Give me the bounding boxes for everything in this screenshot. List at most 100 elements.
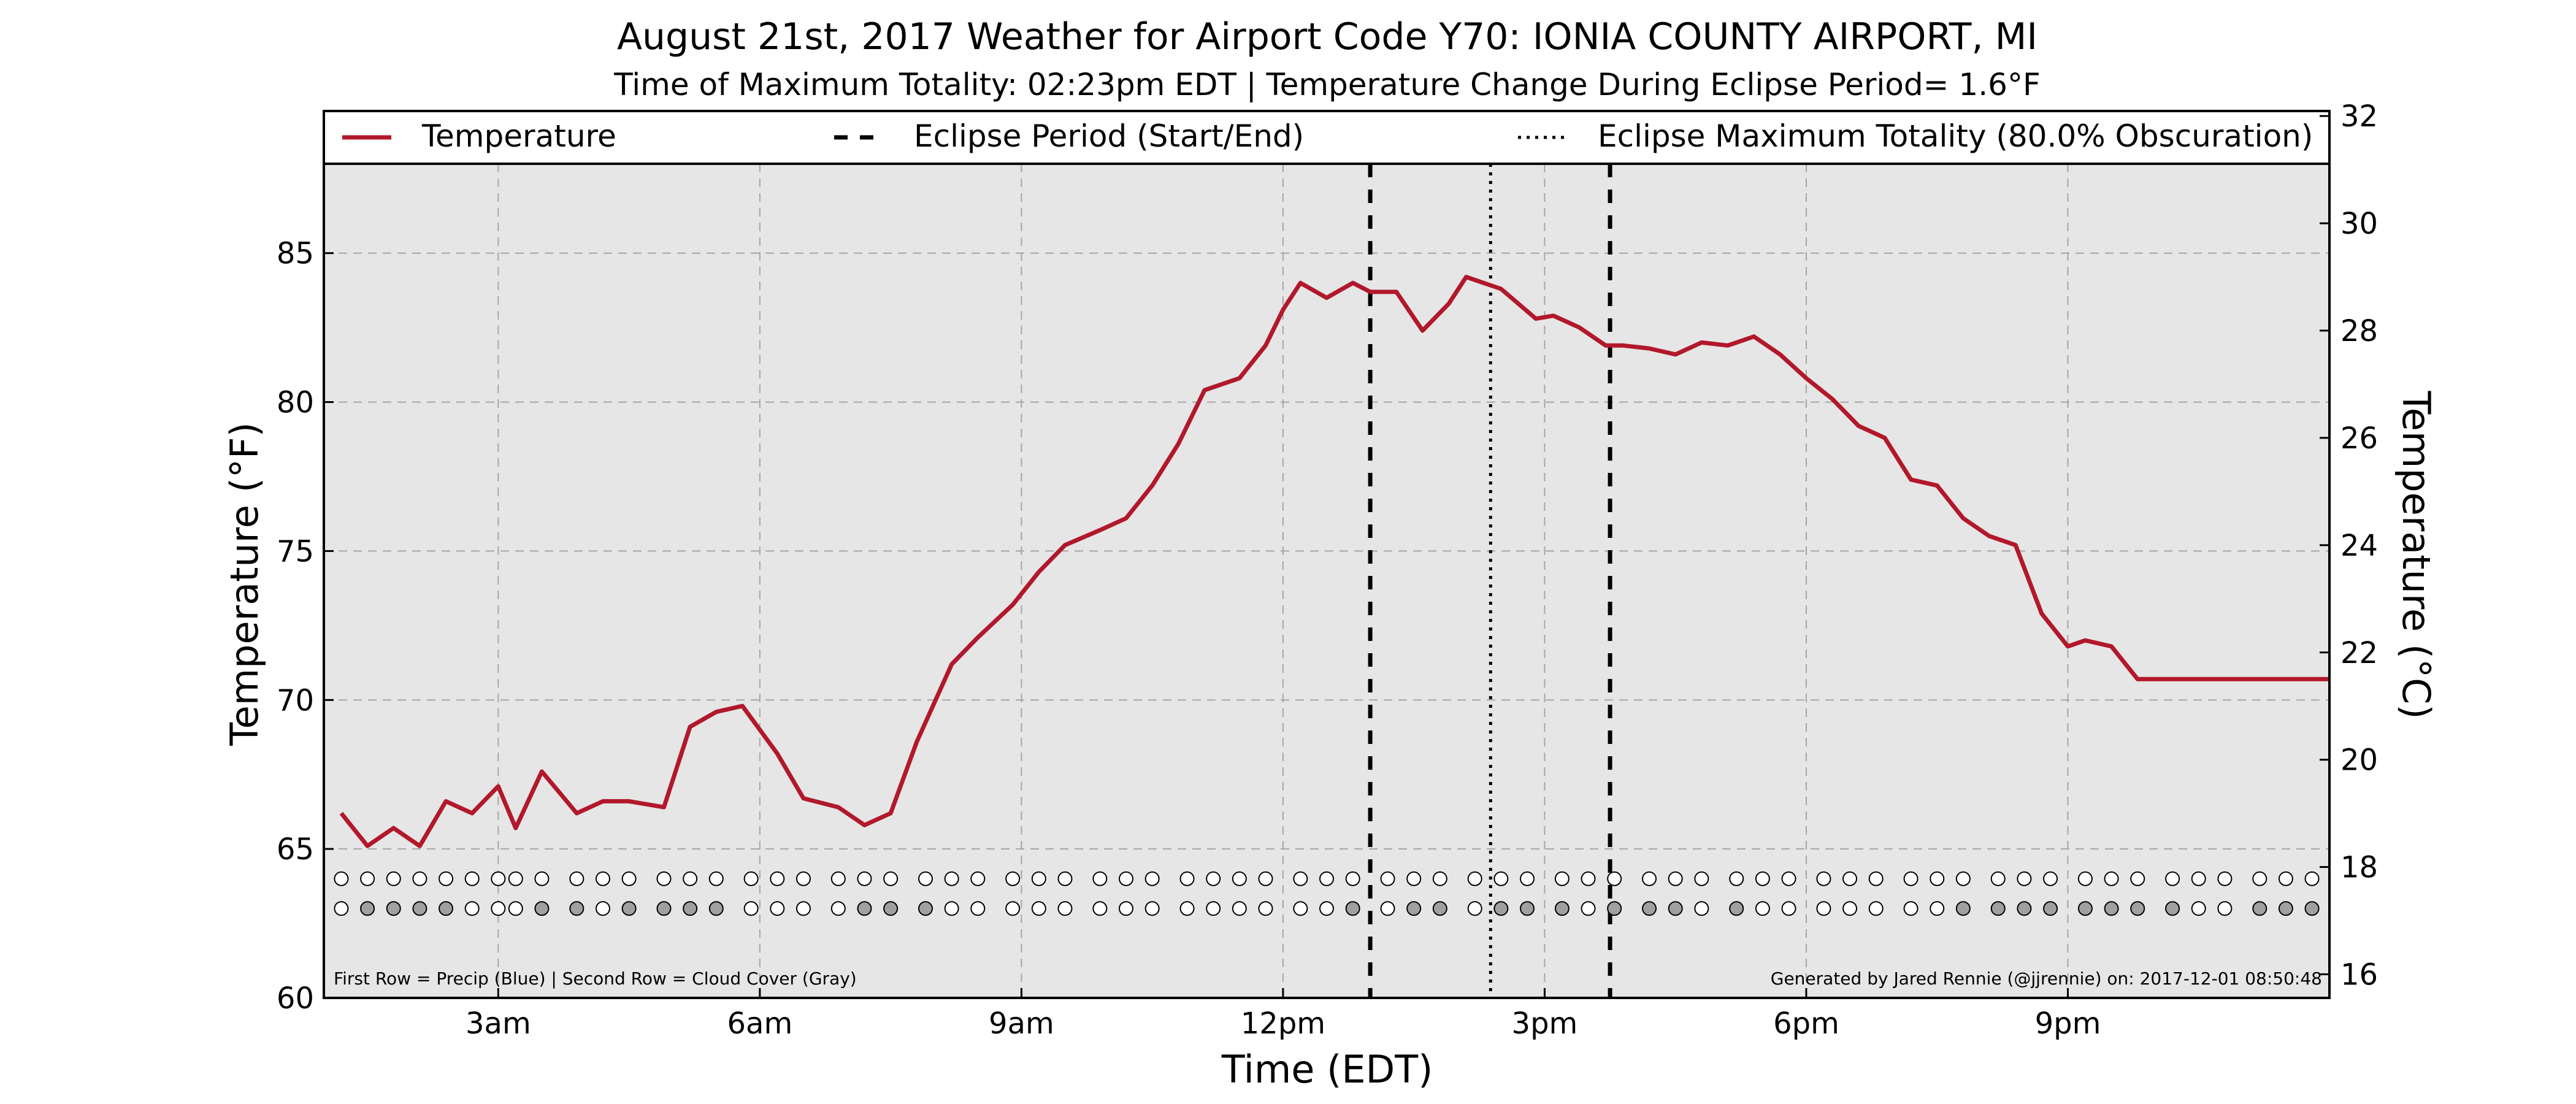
- cloud-cover-marker: [1345, 901, 1360, 916]
- precip-marker: [1990, 871, 2006, 886]
- precip-marker: [439, 871, 454, 886]
- precip-marker: [2017, 871, 2032, 886]
- precip-marker: [1694, 871, 1709, 886]
- footer-note-left: First Row = Precip (Blue) | Second Row =…: [334, 968, 857, 989]
- cloud-cover-marker: [1319, 901, 1334, 916]
- precip-marker: [2104, 871, 2119, 886]
- cloud-cover-marker: [970, 901, 986, 916]
- legend: Temperature Eclipse Period (Start/End) E…: [323, 110, 2331, 165]
- cloud-cover-marker: [621, 901, 637, 916]
- cloud-cover-marker: [1816, 901, 1831, 916]
- y-axis-label-left: Temperature (°F): [222, 422, 267, 746]
- precip-marker: [708, 871, 724, 886]
- precip-marker: [2278, 871, 2293, 886]
- footer-note-right: Generated by Jared Rennie (@jjrennie) on…: [1771, 968, 2322, 989]
- precip-marker: [1258, 871, 1273, 886]
- cloud-cover-marker: [1031, 901, 1046, 916]
- cloud-cover-marker: [2165, 901, 2180, 916]
- cloud-cover-marker: [1432, 901, 1447, 916]
- precip-marker: [1930, 871, 1945, 886]
- cloud-cover-marker: [1206, 901, 1221, 916]
- precip-marker: [1955, 871, 1971, 886]
- cloud-cover-marker: [1232, 901, 1247, 916]
- cloud-cover-marker: [1520, 901, 1535, 916]
- precip-marker: [1179, 871, 1195, 886]
- left-axis-ticks: 60 65 70 75 80 85: [277, 237, 334, 1016]
- cloud-cover-marker: [2130, 901, 2145, 916]
- cloud-cover-marker: [464, 901, 480, 916]
- cloud-cover-marker: [1293, 901, 1308, 916]
- cloud-cover-marker: [2104, 901, 2119, 916]
- precip-marker: [918, 871, 933, 886]
- cloud-cover-marker: [1179, 901, 1195, 916]
- cloud-cover-marker: [2077, 901, 2093, 916]
- series-layer: [339, 275, 2329, 848]
- x-tick-label: 3pm: [1512, 1006, 1578, 1041]
- legend-label-eclipse-period: Eclipse Period (Start/End): [914, 118, 1304, 154]
- precip-marker: [334, 871, 349, 886]
- precip-marker: [743, 871, 759, 886]
- precip-marker: [2304, 871, 2320, 886]
- left-tick-label: 85: [277, 237, 314, 271]
- x-tick-label: 9pm: [2035, 1006, 2101, 1041]
- precip-marker: [1868, 871, 1884, 886]
- precip-marker: [534, 871, 550, 886]
- precip-marker: [595, 871, 610, 886]
- precip-marker: [1642, 871, 1657, 886]
- right-tick-label: 20: [2340, 743, 2378, 778]
- cloud-cover-marker: [1493, 901, 1509, 916]
- cloud-cover-marker: [857, 901, 872, 916]
- cloud-cover-marker: [1694, 901, 1709, 916]
- precip-marker: [770, 871, 785, 886]
- cloud-cover-marker: [2252, 901, 2267, 916]
- right-tick-label: 18: [2340, 851, 2378, 885]
- left-tick-label: 75: [277, 534, 314, 569]
- chart-subtitle: Time of Maximum Totality: 02:23pm EDT | …: [613, 67, 2040, 102]
- precip-marker: [1380, 871, 1395, 886]
- legend-label-max-totality: Eclipse Maximum Totality (80.0% Obscurat…: [1598, 118, 2313, 154]
- cloud-cover-marker: [1955, 901, 1971, 916]
- x-tick-label: 6am: [727, 1006, 793, 1041]
- x-tick-label: 3am: [466, 1006, 531, 1041]
- precip-marker: [1493, 871, 1509, 886]
- cloud-cover-marker: [2017, 901, 2032, 916]
- precip-marker: [1005, 871, 1021, 886]
- precip-marker: [2217, 871, 2233, 886]
- cloud-cover-marker: [1990, 901, 2006, 916]
- precip-marker: [1144, 871, 1160, 886]
- cloud-cover-marker: [569, 901, 585, 916]
- precip-marker: [2043, 871, 2058, 886]
- cloud-cover-marker: [1930, 901, 1945, 916]
- cloud-cover-marker: [918, 901, 933, 916]
- x-axis-ticks: 3am 6am 9am 12pm 3pm 6pm 9pm: [466, 988, 2101, 1041]
- cloud-cover-marker: [1467, 901, 1482, 916]
- precip-marker: [883, 871, 899, 886]
- precip-marker: [2165, 871, 2180, 886]
- precip-marker: [656, 871, 672, 886]
- cloud-cover-marker: [1005, 901, 1021, 916]
- precip-marker: [1607, 871, 1622, 886]
- right-tick-label: 26: [2340, 421, 2378, 456]
- cloud-cover-marker: [1668, 901, 1683, 916]
- cloud-cover-marker: [883, 901, 899, 916]
- precip-marker: [491, 871, 506, 886]
- precip-marker: [508, 871, 523, 886]
- cloud-cover-marker: [1144, 901, 1160, 916]
- precip-marker: [1903, 871, 1919, 886]
- precip-marker: [1293, 871, 1308, 886]
- precip-marker: [1319, 871, 1334, 886]
- cloud-cover-marker: [2304, 901, 2320, 916]
- cloud-cover-marker: [334, 901, 349, 916]
- precip-marker: [2252, 871, 2267, 886]
- cloud-cover-marker: [1868, 901, 1884, 916]
- right-tick-label: 30: [2340, 207, 2378, 241]
- precip-marker: [1668, 871, 1683, 886]
- precip-marker: [1432, 871, 1447, 886]
- precip-marker: [569, 871, 585, 886]
- cloud-cover-marker: [743, 901, 759, 916]
- y-axis-label-right: Temperature (°C): [2394, 390, 2439, 719]
- precip-marker: [1232, 871, 1247, 886]
- legend-frame: [323, 110, 2331, 165]
- cloud-cover-marker: [683, 901, 698, 916]
- precip-marker: [2077, 871, 2093, 886]
